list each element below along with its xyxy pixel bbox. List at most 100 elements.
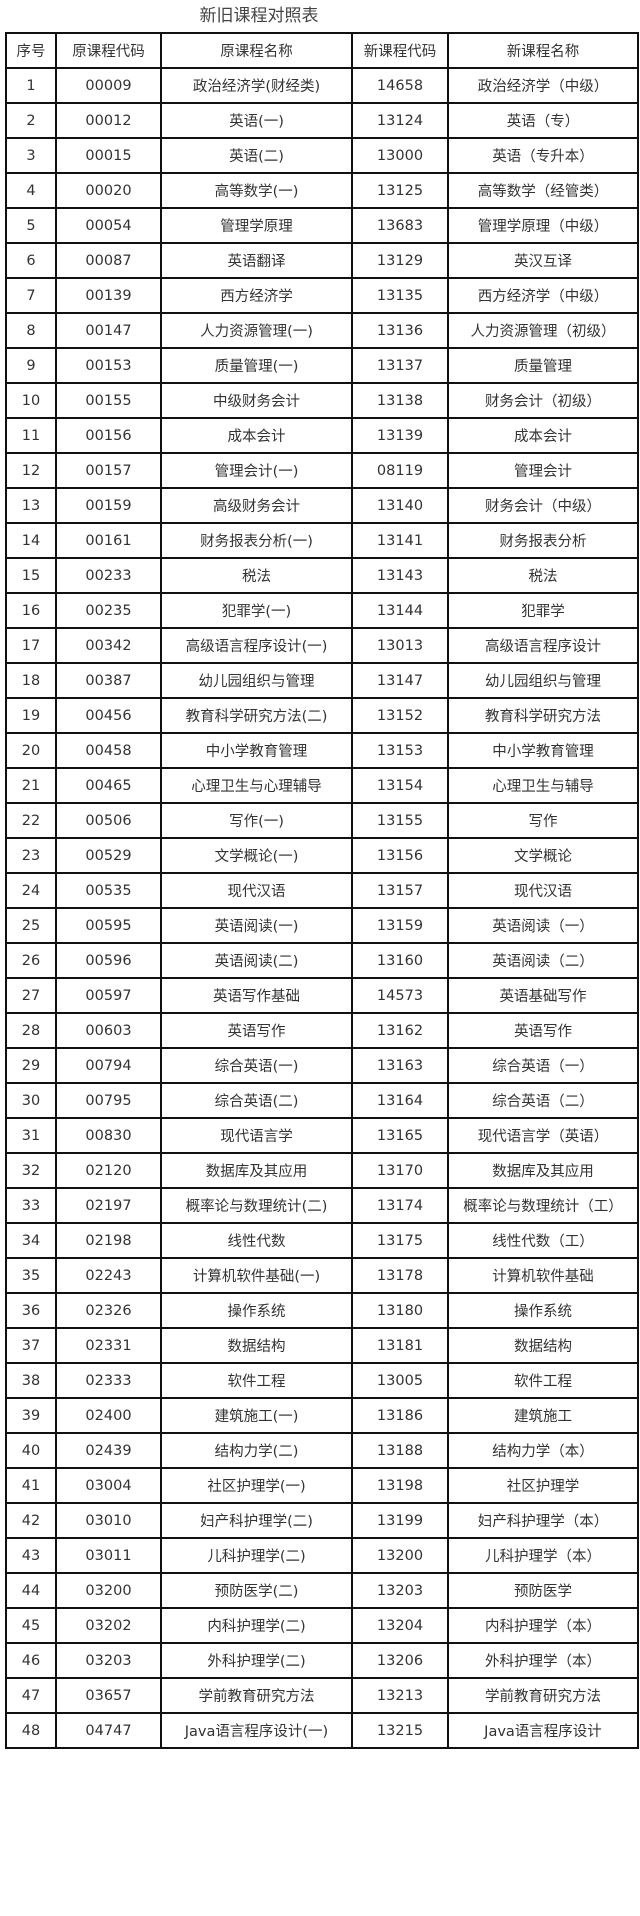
cell-new-code: 13136 [351,312,449,349]
cell-index: 48 [5,1712,57,1749]
cell-new-name: 高等数学（经管类） [447,172,639,209]
cell-new-code: 13137 [351,347,449,384]
cell-index: 9 [5,347,57,384]
cell-index: 43 [5,1537,57,1574]
cell-new-code: 13180 [351,1292,449,1329]
table-row: 46 03203 外科护理学(二) 13206 外科护理学（本） [5,1642,639,1679]
cell-index: 47 [5,1677,57,1714]
cell-new-name: 英语（专） [447,102,639,139]
cell-old-code: 00159 [55,487,162,524]
cell-new-name: 软件工程 [447,1362,639,1399]
cell-old-code: 00456 [55,697,162,734]
cell-new-code: 14658 [351,67,449,104]
cell-old-code: 02331 [55,1327,162,1364]
cell-index: 7 [5,277,57,314]
cell-old-code: 00139 [55,277,162,314]
cell-new-code: 13175 [351,1222,449,1259]
cell-new-name: 计算机软件基础 [447,1257,639,1294]
cell-old-name: 英语(一) [160,102,353,139]
cell-old-name: 管理学原理 [160,207,353,244]
table-row: 8 00147 人力资源管理(一) 13136 人力资源管理（初级） [5,312,639,349]
cell-index: 10 [5,382,57,419]
cell-old-name: 综合英语(一) [160,1047,353,1084]
cell-old-code: 00596 [55,942,162,979]
cell-new-code: 13000 [351,137,449,174]
cell-old-code: 02439 [55,1432,162,1469]
cell-index: 20 [5,732,57,769]
cell-old-name: 写作(一) [160,802,353,839]
header-new-code: 新课程代码 [351,32,449,69]
cell-old-name: 政治经济学(财经类) [160,67,353,104]
cell-new-code: 13200 [351,1537,449,1574]
cell-new-code: 13198 [351,1467,449,1504]
cell-new-name: 西方经济学（中级） [447,277,639,314]
cell-index: 3 [5,137,57,174]
table-row: 13 00159 高级财务会计 13140 财务会计（中级） [5,487,639,524]
table-row: 16 00235 犯罪学(一) 13144 犯罪学 [5,592,639,629]
cell-new-code: 13186 [351,1397,449,1434]
cell-old-name: 英语翻译 [160,242,353,279]
cell-new-name: 妇产科护理学（本） [447,1502,639,1539]
cell-new-name: 操作系统 [447,1292,639,1329]
table-row: 42 03010 妇产科护理学(二) 13199 妇产科护理学（本） [5,1502,639,1539]
cell-old-name: 英语写作 [160,1012,353,1049]
cell-new-code: 08119 [351,452,449,489]
cell-old-code: 02120 [55,1152,162,1189]
cell-old-name: 质量管理(一) [160,347,353,384]
cell-new-name: 英语基础写作 [447,977,639,1014]
table-row: 31 00830 现代语言学 13165 现代语言学（英语） [5,1117,639,1154]
cell-index: 22 [5,802,57,839]
cell-index: 19 [5,697,57,734]
cell-old-name: 现代语言学 [160,1117,353,1154]
cell-old-name: 税法 [160,557,353,594]
cell-old-name: 现代汉语 [160,872,353,909]
cell-old-code: 00506 [55,802,162,839]
cell-new-name: 外科护理学（本） [447,1642,639,1679]
table-row: 20 00458 中小学教育管理 13153 中小学教育管理 [5,732,639,769]
cell-index: 24 [5,872,57,909]
cell-index: 44 [5,1572,57,1609]
table-row: 29 00794 综合英语(一) 13163 综合英语（一） [5,1047,639,1084]
cell-new-code: 13147 [351,662,449,699]
cell-index: 39 [5,1397,57,1434]
cell-new-code: 13138 [351,382,449,419]
cell-new-code: 13156 [351,837,449,874]
cell-new-code: 13204 [351,1607,449,1644]
cell-new-name: 数据结构 [447,1327,639,1364]
cell-new-name: 财务会计（初级） [447,382,639,419]
cell-old-name: 概率论与数理统计(二) [160,1187,353,1224]
cell-new-name: 数据库及其应用 [447,1152,639,1189]
cell-old-code: 00795 [55,1082,162,1119]
cell-index: 35 [5,1257,57,1294]
cell-old-code: 00830 [55,1117,162,1154]
table-row: 38 02333 软件工程 13005 软件工程 [5,1362,639,1399]
cell-old-code: 03203 [55,1642,162,1679]
cell-index: 33 [5,1187,57,1224]
cell-new-name: 管理会计 [447,452,639,489]
table-row: 36 02326 操作系统 13180 操作系统 [5,1292,639,1329]
cell-old-code: 02197 [55,1187,162,1224]
cell-old-code: 00342 [55,627,162,664]
table-row: 3 00015 英语(二) 13000 英语（专升本） [5,137,639,174]
cell-old-name: 数据库及其应用 [160,1152,353,1189]
table-row: 30 00795 综合英语(二) 13164 综合英语（二） [5,1082,639,1119]
cell-old-code: 00153 [55,347,162,384]
table-row: 6 00087 英语翻译 13129 英汉互译 [5,242,639,279]
cell-old-code: 00529 [55,837,162,874]
cell-old-code: 00155 [55,382,162,419]
table-row: 5 00054 管理学原理 13683 管理学原理（中级） [5,207,639,244]
cell-old-code: 02243 [55,1257,162,1294]
cell-old-name: 妇产科护理学(二) [160,1502,353,1539]
cell-old-name: 中小学教育管理 [160,732,353,769]
cell-old-name: 西方经济学 [160,277,353,314]
cell-new-name: 政治经济学（中级） [447,67,639,104]
cell-new-code: 13141 [351,522,449,559]
table-row: 12 00157 管理会计(一) 08119 管理会计 [5,452,639,489]
cell-old-name: 数据结构 [160,1327,353,1364]
cell-old-name: 英语阅读(二) [160,942,353,979]
cell-new-code: 14573 [351,977,449,1014]
cell-old-code: 00458 [55,732,162,769]
cell-new-name: 学前教育研究方法 [447,1677,639,1714]
cell-new-name: 税法 [447,557,639,594]
cell-index: 12 [5,452,57,489]
